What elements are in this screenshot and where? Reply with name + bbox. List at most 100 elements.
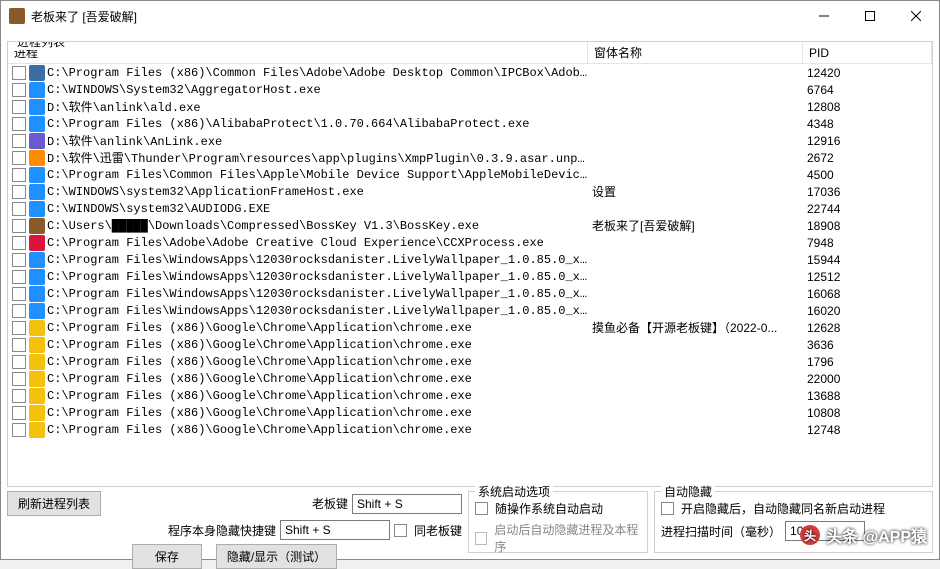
pid-cell: 12808 [803,100,932,114]
bosskey-input[interactable] [352,494,462,514]
scan-time-input[interactable] [785,521,865,541]
row-checkbox[interactable] [12,304,26,318]
close-button[interactable] [893,1,939,31]
table-row[interactable]: D:\软件\anlink\ald.exe12808 [8,98,932,115]
row-checkbox[interactable] [12,389,26,403]
pid-cell: 6764 [803,83,932,97]
maximize-button[interactable] [847,1,893,31]
process-icon [29,422,45,438]
pid-cell: 17036 [803,185,932,199]
process-icon [29,371,45,387]
row-checkbox[interactable] [12,66,26,80]
row-checkbox[interactable] [12,168,26,182]
process-path: C:\Program Files\Adobe\Adobe Creative Cl… [47,236,588,250]
row-checkbox[interactable] [12,338,26,352]
window-title: 老板来了 [吾爱破解] [31,8,801,25]
row-checkbox[interactable] [12,253,26,267]
process-icon [29,388,45,404]
table-row[interactable]: C:\Program Files\WindowsApps\12030rocksd… [8,302,932,319]
pid-cell: 16068 [803,287,932,301]
row-checkbox[interactable] [12,236,26,250]
row-checkbox[interactable] [12,423,26,437]
autohide-samename-label: 开启隐藏后，自动隐藏同名新启动进程 [681,500,885,517]
autohide-after-start-checkbox[interactable] [475,532,487,545]
table-row[interactable]: C:\WINDOWS\System32\AggregatorHost.exe 67… [8,81,932,98]
table-row[interactable]: C:\Program Files\Common Files\Apple\Mobi… [8,166,932,183]
scan-time-label: 进程扫描时间（毫秒） [661,523,781,540]
pid-cell: 10808 [803,406,932,420]
table-row[interactable]: C:\Program Files\WindowsApps\12030rocksd… [8,251,932,268]
row-checkbox[interactable] [12,202,26,216]
process-icon [29,133,45,149]
pid-cell: 22744 [803,202,932,216]
startup-panel-label: 系统启动选项 [475,483,553,500]
row-checkbox[interactable] [12,134,26,148]
process-list-label: 进程列表 [14,41,68,50]
table-body[interactable]: C:\Program Files (x86)\Common Files\Adob… [8,64,932,486]
row-checkbox[interactable] [12,355,26,369]
process-icon [29,252,45,268]
table-row[interactable]: C:\Program Files (x86)\Google\Chrome\App… [8,370,932,387]
column-pid[interactable]: PID [803,42,932,63]
row-checkbox[interactable] [12,406,26,420]
startup-panel: 系统启动选项 随操作系统自动启动 启动后自动隐藏进程及本程序 [468,491,648,553]
table-row[interactable]: C:\Program Files (x86)\Google\Chrome\App… [8,387,932,404]
process-path: D:\软件\迅雷\Thunder\Program\resources\app\p… [47,149,588,166]
table-row[interactable]: C:\Program Files\Adobe\Adobe Creative Cl… [8,234,932,251]
table-row[interactable]: C:\Program Files (x86)\Common Files\Adob… [8,64,932,81]
process-icon [29,337,45,353]
table-row[interactable]: C:\Program Files (x86)\AlibabaProtect\1.… [8,115,932,132]
table-row[interactable]: C:\WINDOWS\system32\AUDIODG.EXE22744 [8,200,932,217]
table-header[interactable]: 进程 窗体名称 PID [8,42,932,64]
column-process[interactable]: 进程 [8,42,588,63]
row-checkbox[interactable] [12,372,26,386]
selfhide-input[interactable] [280,520,390,540]
process-icon [29,116,45,132]
table-row[interactable]: C:\Program Files\WindowsApps\12030rocksd… [8,285,932,302]
process-path: C:\Program Files (x86)\Common Files\Adob… [47,66,588,80]
table-row[interactable]: C:\Program Files (x86)\Google\Chrome\App… [8,353,932,370]
autostart-checkbox[interactable] [475,502,488,515]
refresh-button[interactable]: 刷新进程列表 [7,491,101,516]
row-checkbox[interactable] [12,270,26,284]
table-row[interactable]: C:\Program Files (x86)\Google\Chrome\App… [8,319,932,336]
table-row[interactable]: C:\Program Files (x86)\Google\Chrome\App… [8,336,932,353]
table-row[interactable]: C:\Users\█████\Downloads\Compressed\Boss… [8,217,932,234]
table-row[interactable]: D:\软件\anlink\AnLink.exe12916 [8,132,932,149]
process-table: 进程 窗体名称 PID C:\Program Files (x86)\Commo… [8,42,932,486]
titlebar[interactable]: 老板来了 [吾爱破解] [1,1,939,31]
same-as-boss-checkbox[interactable] [394,524,407,537]
process-icon [29,320,45,336]
pid-cell: 13688 [803,389,932,403]
process-icon [29,235,45,251]
minimize-button[interactable] [801,1,847,31]
table-row[interactable]: C:\Program Files (x86)\Google\Chrome\App… [8,404,932,421]
pid-cell: 3636 [803,338,932,352]
autostart-label: 随操作系统自动启动 [495,500,603,517]
column-window-name[interactable]: 窗体名称 [588,42,803,63]
pid-cell: 18908 [803,219,932,233]
row-checkbox[interactable] [12,185,26,199]
process-path: D:\软件\anlink\AnLink.exe [47,132,588,149]
same-as-boss-label: 同老板键 [414,522,462,539]
table-row[interactable]: C:\Program Files (x86)\Google\Chrome\App… [8,421,932,438]
process-list-group: 进程列表 进程 窗体名称 PID C:\Program Files (x86)\… [7,41,933,487]
process-icon [29,354,45,370]
table-row[interactable]: D:\软件\迅雷\Thunder\Program\resources\app\p… [8,149,932,166]
row-checkbox[interactable] [12,287,26,301]
table-row[interactable]: C:\Program Files\WindowsApps\12030rocksd… [8,268,932,285]
row-checkbox[interactable] [12,83,26,97]
hide-show-button[interactable]: 隐藏/显示（测试） [216,544,337,569]
pid-cell: 4348 [803,117,932,131]
table-row[interactable]: C:\WINDOWS\system32\ApplicationFrameHost… [8,183,932,200]
process-path: C:\WINDOWS\System32\AggregatorHost.exe [47,83,588,97]
pid-cell: 12420 [803,66,932,80]
row-checkbox[interactable] [12,117,26,131]
autohide-samename-checkbox[interactable] [661,502,674,515]
row-checkbox[interactable] [12,219,26,233]
row-checkbox[interactable] [12,321,26,335]
bottom-panel: 刷新进程列表 老板键 程序本身隐藏快捷键 同老板键 保存 隐藏/显示（测试） 系… [1,489,939,559]
save-button[interactable]: 保存 [132,544,202,569]
row-checkbox[interactable] [12,100,26,114]
row-checkbox[interactable] [12,151,26,165]
